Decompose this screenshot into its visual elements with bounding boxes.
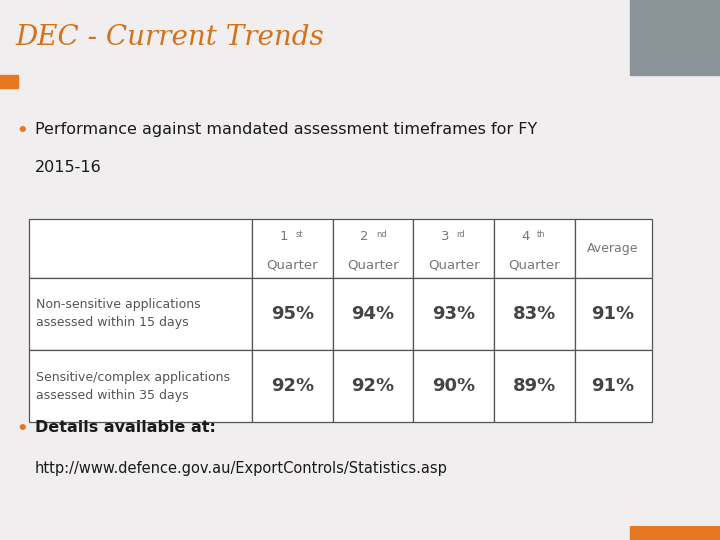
Text: Quarter: Quarter — [508, 258, 560, 271]
Text: 95%: 95% — [271, 305, 314, 323]
Text: Non-sensitive applications
assessed within 15 days: Non-sensitive applications assessed with… — [36, 298, 201, 329]
Bar — [575, 278, 652, 350]
Text: Quarter: Quarter — [347, 258, 399, 271]
Text: rd: rd — [456, 230, 465, 239]
Text: st: st — [295, 230, 303, 239]
Bar — [29, 278, 252, 350]
Text: 90%: 90% — [432, 377, 475, 395]
Bar — [333, 350, 413, 422]
Bar — [494, 350, 575, 422]
Text: 92%: 92% — [271, 377, 314, 395]
Text: 92%: 92% — [351, 377, 395, 395]
Bar — [29, 219, 252, 278]
Text: 94%: 94% — [351, 305, 395, 323]
Bar — [29, 350, 252, 422]
Text: Sensitive/complex applications
assessed within 35 days: Sensitive/complex applications assessed … — [36, 370, 230, 402]
Text: 1: 1 — [279, 230, 288, 243]
Bar — [333, 219, 413, 278]
Bar — [252, 278, 333, 350]
Text: 91%: 91% — [592, 377, 634, 395]
Bar — [494, 219, 575, 278]
Text: 91%: 91% — [592, 305, 634, 323]
Text: Quarter: Quarter — [266, 258, 318, 271]
Text: 83%: 83% — [513, 305, 556, 323]
Bar — [333, 278, 413, 350]
Text: 2: 2 — [360, 230, 369, 243]
Text: DEC - Current Trends: DEC - Current Trends — [16, 24, 325, 51]
Bar — [575, 350, 652, 422]
Bar — [0, 75, 18, 88]
Text: http://www.defence.gov.au/ExportControls/Statistics.asp: http://www.defence.gov.au/ExportControls… — [35, 461, 447, 476]
Text: th: th — [537, 230, 546, 239]
Bar — [575, 219, 652, 278]
Bar — [413, 219, 494, 278]
Text: •: • — [17, 122, 28, 140]
Text: 89%: 89% — [513, 377, 556, 395]
Text: 3: 3 — [441, 230, 449, 243]
Bar — [630, 0, 720, 75]
Text: nd: nd — [376, 230, 387, 239]
Bar — [413, 350, 494, 422]
Text: 2015-16: 2015-16 — [35, 160, 102, 176]
Bar — [252, 350, 333, 422]
Text: Average: Average — [588, 242, 639, 255]
Text: Performance against mandated assessment timeframes for FY: Performance against mandated assessment … — [35, 122, 537, 137]
Text: Quarter: Quarter — [428, 258, 480, 271]
Bar — [630, 526, 720, 540]
Bar — [252, 219, 333, 278]
Text: 4: 4 — [521, 230, 530, 243]
Bar — [494, 278, 575, 350]
Text: Details available at:: Details available at: — [35, 420, 215, 435]
Bar — [413, 278, 494, 350]
Text: •: • — [17, 420, 28, 438]
Text: 93%: 93% — [432, 305, 475, 323]
